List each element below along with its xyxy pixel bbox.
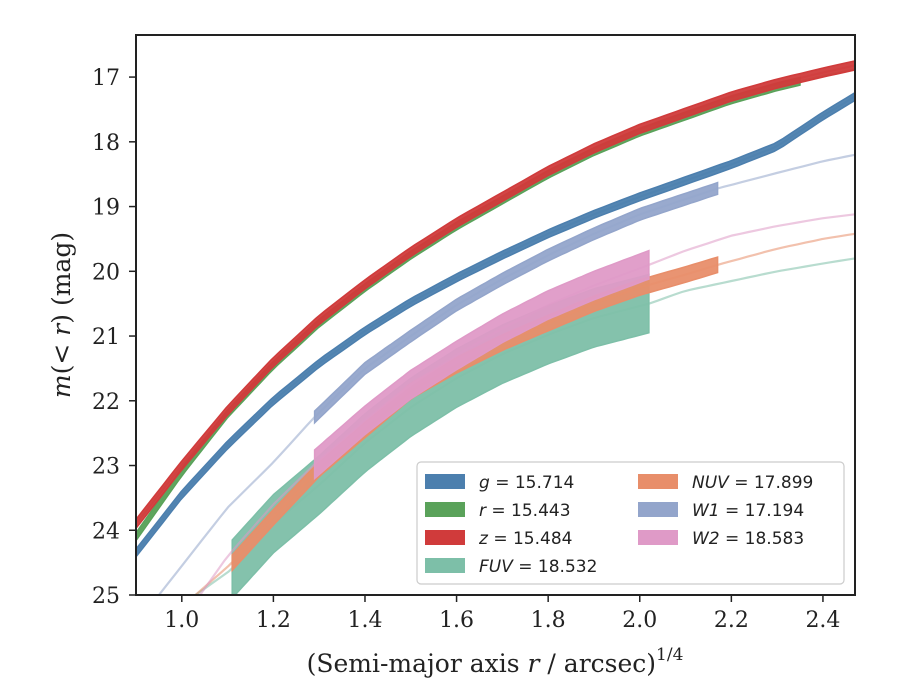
series-g-measured-band (136, 91, 855, 559)
legend-label: NUV = 17.899 (692, 473, 813, 493)
y-tick-label: 24 (92, 519, 120, 544)
legend-item-fuv: FUV = 18.532 (425, 557, 597, 577)
legend-label: W2 = 18.583 (692, 529, 804, 549)
legend-swatch (638, 502, 678, 517)
legend-swatch (425, 530, 465, 545)
legend-item-w1: W1 = 17.194 (638, 501, 804, 521)
legend: g = 15.714 r = 15.443 z = 15.484 FUV = 18.5… (416, 461, 845, 585)
y-tick-label: 18 (92, 131, 120, 156)
x-tick-label: 1.4 (347, 608, 382, 633)
legend-item-g: g = 15.714 (425, 473, 574, 493)
series-layer (136, 60, 855, 595)
y-axis-label: m(< r) (mag) (47, 232, 76, 398)
x-axis-ticks: 1.0 1.2 1.4 1.6 1.8 2.0 2.2 2.4 (164, 595, 840, 633)
y-tick-label: 22 (92, 390, 120, 415)
x-tick-label: 2.2 (714, 608, 749, 633)
legend-label: W1 = 17.194 (692, 501, 804, 521)
series-z-model-line (136, 64, 855, 525)
legend-item-r: r = 15.443 (425, 501, 571, 521)
x-tick-label: 1.0 (164, 608, 199, 633)
series-z-measured-band (136, 60, 855, 530)
legend-box (416, 461, 845, 585)
y-tick-label: 23 (92, 455, 120, 480)
x-axis-label: (Semi-major axis r / arcsec)1/4 (307, 645, 684, 678)
x-tick-label: 2.4 (805, 608, 840, 633)
legend-item-w2: W2 = 18.583 (638, 529, 804, 549)
series-w2-measured-band (313, 249, 650, 481)
plot-frame (135, 34, 856, 596)
y-tick-label: 20 (92, 260, 120, 285)
y-tick-label: 19 (92, 196, 120, 221)
x-tick-label: 2.0 (622, 608, 657, 633)
legend-swatch (638, 474, 678, 489)
legend-swatch (425, 474, 465, 489)
y-tick-label: 17 (92, 66, 120, 91)
series-w1 (158, 153, 855, 595)
x-tick-label: 1.2 (256, 608, 291, 633)
x-tick-label: 1.6 (439, 608, 474, 633)
series-w1-measured-band (313, 181, 719, 425)
legend-item-z: z = 15.484 (425, 529, 572, 549)
legend-label: g = 15.714 (479, 473, 574, 493)
y-axis-ticks: 17 18 19 20 21 22 23 24 25 (92, 66, 136, 609)
legend-swatch (425, 558, 465, 573)
x-tick-label: 1.8 (531, 608, 566, 633)
legend-label: FUV = 18.532 (479, 557, 597, 577)
legend-label: r = 15.443 (479, 501, 571, 521)
y-tick-label: 21 (92, 325, 120, 350)
legend-item-nuv: NUV = 17.899 (638, 473, 813, 493)
y-tick-label: 25 (92, 584, 120, 609)
legend-label: z = 15.484 (478, 529, 572, 549)
series-w2 (199, 213, 855, 595)
series-z (136, 60, 855, 530)
legend-swatch (638, 530, 678, 545)
series-g (136, 91, 855, 559)
legend-swatch (425, 502, 465, 517)
